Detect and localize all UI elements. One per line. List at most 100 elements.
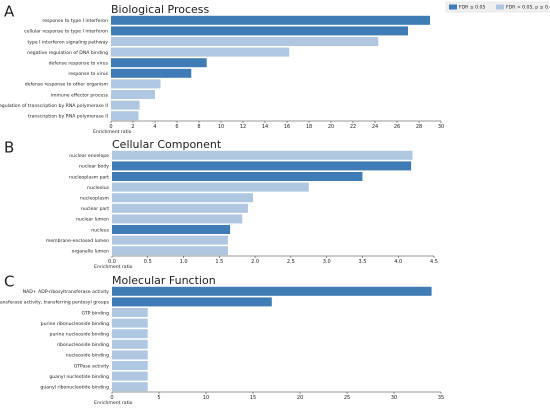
bar: [112, 329, 148, 339]
x-tick-label: 28: [416, 124, 422, 130]
category-label: purine ribonucleoside binding: [41, 321, 109, 327]
bar: [112, 382, 148, 392]
x-tick-label: 18: [306, 124, 312, 130]
category-label: GTPase activity: [74, 363, 109, 369]
x-tick-label: 30: [391, 395, 397, 401]
x-axis-label: Enrichment ratio: [93, 129, 132, 135]
panel-title: Molecular Function: [112, 274, 216, 287]
bar: [111, 79, 161, 89]
bar: [112, 161, 412, 171]
bar: [112, 361, 148, 370]
category-label: organelle lumen: [72, 249, 109, 255]
category-label: response to type I interferon: [42, 18, 108, 24]
x-tick-label: 14: [262, 124, 268, 130]
category-label: ribonucleoside binding: [57, 342, 109, 348]
x-tick-label: 8: [197, 124, 200, 130]
category-label: transferase activity, transferring pento…: [0, 300, 110, 306]
category-label: guanyl nucleotide binding: [49, 374, 109, 380]
bar: [111, 37, 379, 46]
legend-swatch: [449, 4, 457, 10]
panel-title: Biological Process: [111, 3, 209, 16]
x-axis-label: Enrichment ratio: [94, 264, 133, 270]
bar: [112, 172, 363, 181]
x-tick-label: 1.0: [180, 259, 188, 265]
x-tick-label: 25: [344, 395, 350, 401]
x-tick-label: 3.0: [323, 259, 331, 265]
x-tick-label: 0: [110, 395, 113, 401]
bar: [112, 150, 413, 160]
x-tick-label: 24: [372, 124, 378, 130]
category-label: nuclear body: [79, 164, 109, 170]
category-label: defense response to other organism: [25, 82, 109, 88]
category-label: defense response to virus: [49, 61, 109, 67]
category-label: regulation of transcription by RNA polym…: [0, 103, 108, 109]
bar: [111, 111, 139, 121]
category-label: response to virus: [68, 71, 108, 77]
category-label: nucleoplasm: [80, 196, 110, 202]
category-label: negative regulation of DNA binding: [27, 50, 108, 56]
x-tick-label: 2.0: [251, 259, 259, 265]
legend-label: FDR > 0.05, p ≤ 0.05: [506, 5, 550, 11]
bar: [112, 350, 148, 360]
x-tick-label: 0: [109, 124, 112, 130]
x-axis-label: Enrichment ratio: [94, 400, 133, 406]
bar: [112, 225, 231, 234]
x-tick-label: 10: [218, 124, 224, 130]
x-tick-label: 26: [394, 124, 400, 130]
bar: [111, 68, 192, 78]
x-tick-label: 35: [438, 395, 444, 401]
x-tick-label: 1.5: [215, 259, 223, 265]
category-label: type I interferon signaling pathway: [27, 39, 108, 45]
category-label: NAD+ ADP-ribosyltransferase activity: [23, 289, 110, 295]
bar: [112, 371, 148, 381]
x-tick-label: 15: [250, 395, 256, 401]
x-tick-label: 5: [157, 395, 160, 401]
x-tick-label: 2.5: [287, 259, 295, 265]
x-tick-label: 4.5: [430, 259, 438, 265]
category-label: nucleoplasm part: [69, 174, 109, 180]
legend-swatch: [496, 4, 504, 10]
bar: [112, 235, 228, 245]
x-tick-label: 30: [438, 124, 444, 130]
bar: [112, 339, 148, 349]
bar: [112, 318, 148, 328]
category-label: purine nucleoside binding: [50, 332, 110, 338]
category-label: nuclear envelope: [69, 153, 109, 159]
x-tick-label: 16: [284, 124, 290, 130]
panel-letter: A: [4, 3, 15, 21]
panel-letter: B: [4, 139, 14, 157]
x-tick-label: 2: [131, 124, 134, 130]
panel-title: Cellular Component: [112, 138, 222, 151]
bar: [112, 286, 432, 296]
bar: [112, 297, 272, 307]
bar: [112, 203, 248, 213]
x-tick-label: 20: [328, 124, 334, 130]
bar: [112, 193, 253, 203]
bar: [111, 100, 140, 110]
x-tick-label: 4.0: [394, 259, 402, 265]
x-tick-label: 6: [175, 124, 178, 130]
category-label: immune effector process: [51, 92, 109, 98]
category-label: nucleus: [91, 227, 109, 233]
category-label: transcription by RNA polymerase II: [28, 114, 108, 120]
category-label: nuclear lumen: [76, 217, 109, 223]
x-tick-label: 0.0: [108, 259, 116, 265]
x-tick-label: 0.5: [144, 259, 152, 265]
bar: [112, 308, 148, 317]
category-label: nucleoside binding: [66, 353, 109, 359]
category-label: guanyl ribonucleotide binding: [40, 385, 109, 391]
category-label: membrane-enclosed lumen: [46, 238, 109, 244]
legend-label: FDR ≤ 0.05: [459, 5, 485, 11]
x-tick-label: 22: [350, 124, 356, 130]
bar: [111, 15, 430, 25]
x-tick-label: 10: [203, 395, 209, 401]
bar: [112, 182, 309, 192]
bar: [112, 214, 243, 224]
panel-letter: C: [4, 273, 14, 291]
bar: [111, 90, 155, 99]
bar: [112, 246, 228, 256]
bar: [111, 58, 207, 68]
x-tick-label: 12: [240, 124, 246, 130]
category-label: GTP binding: [81, 310, 109, 316]
